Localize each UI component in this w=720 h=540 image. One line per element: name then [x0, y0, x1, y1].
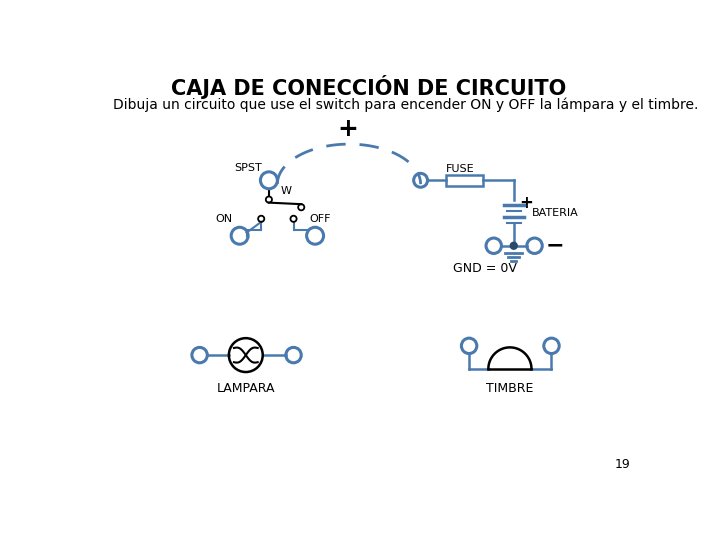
Text: 19: 19	[615, 458, 631, 471]
Text: +: +	[337, 117, 358, 141]
Text: −: −	[546, 236, 564, 256]
Text: OFF: OFF	[310, 214, 331, 224]
Circle shape	[510, 242, 517, 249]
Text: +: +	[519, 194, 533, 212]
Text: LAMPARA: LAMPARA	[217, 382, 275, 395]
Text: SPST: SPST	[234, 163, 262, 173]
Text: FUSE: FUSE	[446, 164, 474, 174]
Text: ON: ON	[215, 214, 232, 224]
Text: CAJA DE CONECCIÓN DE CIRCUITO: CAJA DE CONECCIÓN DE CIRCUITO	[171, 75, 567, 99]
Text: W: W	[281, 186, 292, 197]
Text: GND = 0V: GND = 0V	[453, 262, 516, 275]
Text: BATERIA: BATERIA	[532, 208, 579, 218]
Bar	[446, 175, 483, 186]
Text: Dibuja un circuito que use el switch para encender ON y OFF la lámpara y el timb: Dibuja un circuito que use el switch par…	[113, 97, 698, 112]
Text: TIMBRE: TIMBRE	[486, 382, 534, 395]
